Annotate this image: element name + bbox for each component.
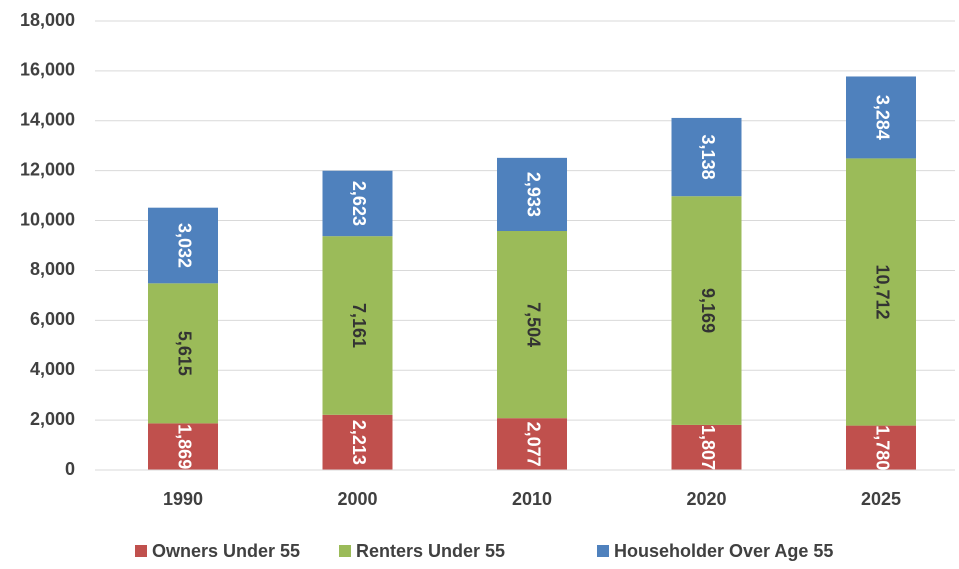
legend-swatch xyxy=(339,545,351,557)
y-tick-label: 0 xyxy=(65,459,75,479)
bar-segment xyxy=(497,418,567,470)
legend-label: Renters Under 55 xyxy=(356,541,505,561)
bar-segment xyxy=(497,157,567,232)
y-tick-label: 16,000 xyxy=(20,60,75,80)
y-tick-label: 12,000 xyxy=(20,159,75,179)
bar-segment xyxy=(671,424,742,470)
data-label: 3,032 xyxy=(174,223,194,268)
bar-segment xyxy=(148,423,218,470)
y-tick-label: 8,000 xyxy=(30,259,75,279)
data-label: 5,615 xyxy=(174,331,194,376)
legend-swatch xyxy=(597,545,609,557)
bar-segment xyxy=(322,414,393,470)
y-tick-label: 18,000 xyxy=(20,10,75,30)
bar-segment xyxy=(846,76,916,159)
data-label: 3,284 xyxy=(872,95,892,140)
data-label: 1,869 xyxy=(174,424,194,469)
data-label: 10,712 xyxy=(872,264,892,319)
bar-segment xyxy=(322,236,393,415)
y-tick-label: 2,000 xyxy=(30,409,75,429)
data-label: 2,213 xyxy=(349,420,369,465)
y-tick-label: 4,000 xyxy=(30,359,75,379)
data-label: 1,780 xyxy=(872,425,892,470)
legend-label: Householder Over Age 55 xyxy=(614,541,833,561)
bar-segment xyxy=(671,196,742,425)
data-label: 2,077 xyxy=(523,422,543,467)
bar-segment xyxy=(846,158,916,426)
x-tick-label: 2010 xyxy=(512,489,552,509)
data-label: 2,623 xyxy=(349,181,369,226)
y-tick-label: 14,000 xyxy=(20,110,75,130)
data-label: 1,807 xyxy=(698,425,718,470)
data-label: 9,169 xyxy=(698,288,718,333)
x-tick-label: 2000 xyxy=(337,489,377,509)
bar-segment xyxy=(671,117,742,197)
legend-label: Owners Under 55 xyxy=(152,541,300,561)
data-label: 2,933 xyxy=(523,172,543,217)
y-tick-label: 6,000 xyxy=(30,309,75,329)
x-tick-label: 2025 xyxy=(861,489,901,509)
x-tick-label: 1990 xyxy=(163,489,203,509)
y-tick-label: 10,000 xyxy=(20,209,75,229)
data-label: 7,504 xyxy=(523,302,543,347)
data-label: 3,138 xyxy=(698,135,718,180)
bar-segment xyxy=(846,425,916,470)
bar-segment xyxy=(148,207,218,284)
bar-segment xyxy=(497,231,567,419)
bar-segment xyxy=(148,283,218,424)
bar-segment xyxy=(322,170,393,237)
x-tick-label: 2020 xyxy=(686,489,726,509)
legend-swatch xyxy=(135,545,147,557)
data-label: 7,161 xyxy=(349,303,369,348)
